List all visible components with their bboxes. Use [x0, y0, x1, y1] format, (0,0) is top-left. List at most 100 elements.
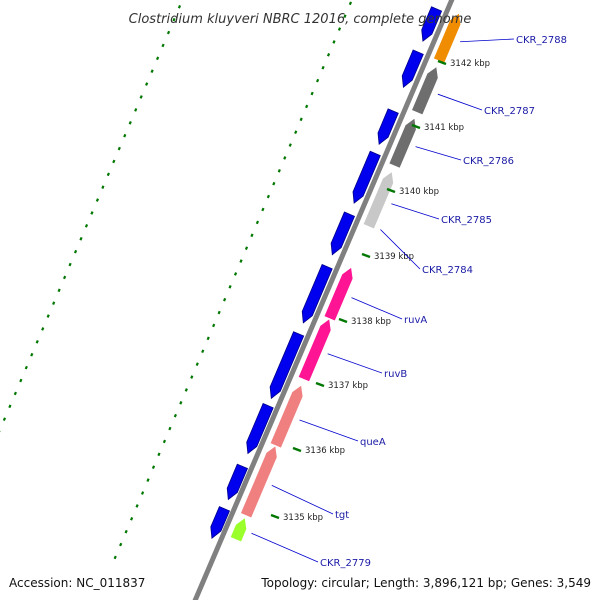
- map-title: Clostridium kluyveri NBRC 12016, complet…: [129, 12, 472, 27]
- reverse-gene-arrow: [410, 65, 439, 116]
- kbp-tick-mark: [338, 317, 348, 324]
- scale-dot: [277, 169, 281, 173]
- scale-dot: [155, 56, 160, 61]
- scale-dot: [172, 17, 176, 22]
- gene-leader-line: [437, 93, 483, 111]
- scale-dot: [332, 40, 336, 44]
- scale-dot: [173, 413, 177, 418]
- kbp-tick-mark: [292, 446, 302, 453]
- scale-dot: [24, 365, 28, 370]
- scale-dot: [95, 198, 100, 202]
- scale-dot: [321, 65, 325, 70]
- scale-dot: [57, 288, 61, 293]
- scale-dot: [46, 314, 50, 318]
- outer-dotted-scale: [0, 1, 353, 560]
- scale-dot: [41, 327, 45, 331]
- gene-leader-line: [299, 419, 359, 442]
- gene-leader-line: [380, 229, 421, 270]
- scale-dot: [217, 310, 221, 315]
- accession-label: Accession: NC_011837: [9, 576, 145, 590]
- scale-dot: [52, 301, 56, 305]
- kbp-tick-mark: [386, 187, 396, 194]
- scale-dot: [326, 53, 331, 57]
- scale-dot: [128, 120, 132, 125]
- scale-dot: [228, 285, 232, 289]
- scale-dot: [168, 426, 172, 431]
- reverse-gene-arrow: [269, 384, 304, 449]
- scale-dot: [161, 43, 165, 48]
- gene-label: CKR_2787: [484, 106, 535, 117]
- topology-label: Topology: circular; Length: 3,896,121 bp…: [260, 576, 591, 590]
- kbp-tick-label: 3137 kbp: [328, 381, 368, 391]
- scale-dot: [162, 439, 167, 444]
- scale-dot: [166, 30, 171, 35]
- scale-dot: [337, 27, 342, 31]
- scale-dot: [124, 529, 128, 534]
- scale-dot: [310, 91, 314, 96]
- forward-gene-arrow: [246, 402, 274, 455]
- scale-dot: [84, 224, 89, 228]
- gene-label: CKR_2779: [320, 558, 371, 569]
- gene-label: ruvA: [404, 315, 427, 326]
- forward-gene-arrow: [269, 331, 305, 400]
- scale-dot: [113, 555, 117, 560]
- scale-dot: [30, 352, 34, 357]
- scale-dot: [294, 130, 298, 134]
- gene-label: CKR_2785: [441, 215, 492, 226]
- kbp-ticks: 3142 kbp 3141 kbp 3140 kbp 3139 kbp 3138 kbp…: [270, 59, 490, 523]
- forward-gene-arrow: [377, 108, 399, 145]
- scale-dot: [190, 375, 194, 379]
- scale-dot: [112, 159, 116, 164]
- kbp-tick-label: 3139 kbp: [374, 252, 414, 262]
- gene-label: tgt: [335, 510, 349, 521]
- scale-dot: [201, 349, 205, 354]
- scale-dot: [146, 478, 150, 482]
- genome-backbone: [192, 0, 455, 600]
- scale-dot: [250, 233, 254, 238]
- scale-dot: [212, 323, 216, 328]
- kbp-tick-mark: [270, 513, 280, 520]
- scale-dot: [145, 82, 149, 86]
- gene-label: CKR_2786: [463, 156, 514, 167]
- reverse-gene-arrow: [388, 117, 417, 169]
- forward-gene-arrow: [330, 211, 356, 256]
- kbp-tick-label: 3135 kbp: [283, 513, 323, 523]
- kbp-tick-mark: [361, 252, 371, 259]
- scale-dot: [13, 391, 17, 396]
- kbp-tick-mark: [411, 123, 421, 130]
- scale-dot: [261, 207, 265, 212]
- reverse-gene-arrow: [229, 516, 248, 543]
- kbp-tick-label: 3138 kbp: [351, 317, 391, 327]
- scale-dot: [177, 4, 182, 9]
- scale-dot: [299, 117, 303, 122]
- kbp-tick-mark: [437, 59, 447, 66]
- forward-gene-arrow: [401, 49, 424, 88]
- scale-dot: [179, 400, 183, 405]
- scale-dot: [139, 95, 143, 99]
- forward-gene-arrow: [210, 506, 231, 539]
- kbp-tick-label: 3136 kbp: [305, 446, 345, 456]
- scale-dot: [244, 246, 249, 250]
- scale-dot: [157, 452, 161, 457]
- scale-dot: [272, 181, 276, 186]
- scale-dot: [255, 220, 260, 225]
- kbp-tick-label: 3140 kbp: [399, 187, 439, 197]
- scale-dot: [223, 297, 227, 302]
- scale-dot: [123, 133, 127, 138]
- gene-label: CKR_2784: [422, 265, 473, 276]
- reverse-strand-genes: [229, 12, 462, 543]
- scale-dot: [119, 542, 123, 547]
- forward-gene-arrow: [352, 150, 381, 204]
- scale-dot: [90, 211, 94, 215]
- scale-dot: [101, 185, 105, 190]
- reverse-gene-arrow: [323, 266, 354, 322]
- gene-label: ruvB: [384, 369, 407, 380]
- scale-dot: [79, 236, 83, 241]
- scale-dot: [117, 146, 121, 151]
- scale-dot: [151, 465, 156, 470]
- gene-label: queA: [360, 437, 386, 448]
- scale-dot: [35, 340, 39, 344]
- gene-leader-line: [327, 353, 383, 374]
- gene-label: CKR_2788: [516, 35, 567, 46]
